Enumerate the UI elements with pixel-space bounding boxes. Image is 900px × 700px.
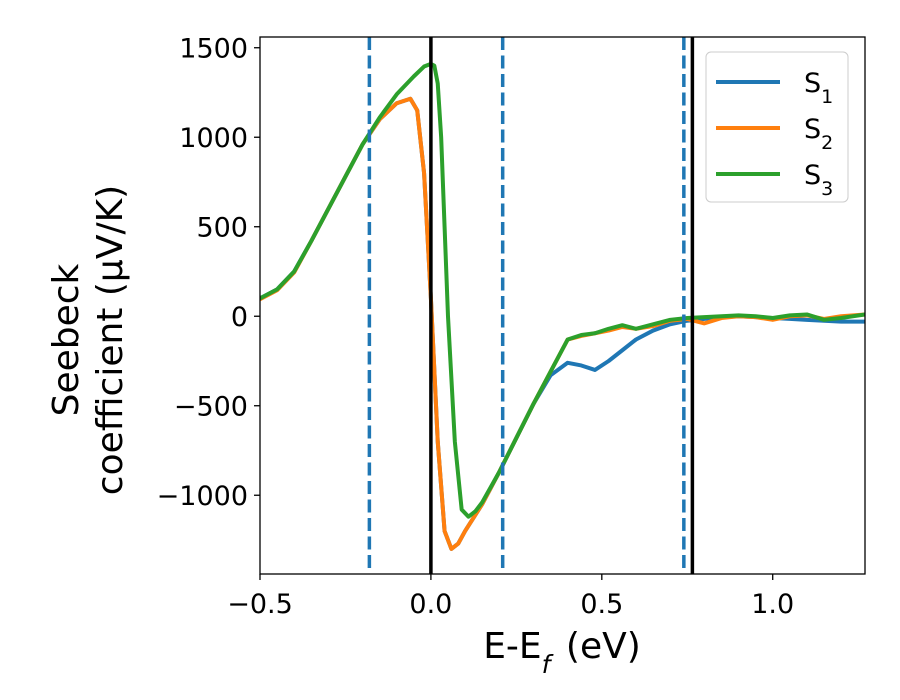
x-tick-label: −0.5: [227, 589, 293, 620]
plot-frame: [259, 36, 866, 575]
y-axis-label: Seebeckcoefficient (μV/K): [46, 185, 131, 495]
x-tick-label: 1.0: [751, 589, 794, 620]
y-tick-label: 500: [196, 213, 248, 244]
y-tick-label: −1000: [157, 481, 248, 512]
y-tick-label: 0: [231, 302, 248, 333]
x-tick-label: 0.0: [409, 589, 452, 620]
x-axis-label: E-Ef (eV): [483, 626, 641, 679]
y-tick-label: 1500: [179, 34, 248, 65]
y-tick-label: 1000: [179, 123, 248, 154]
y-axis: −1000 −500 0 500 1000 1500: [157, 34, 260, 512]
plot-area: [260, 37, 865, 574]
y-tick-label: −500: [174, 392, 248, 423]
series-line-3: [260, 61, 865, 519]
x-axis: −0.5 0.0 0.5 1.0: [227, 574, 794, 620]
x-tick-label: 0.5: [580, 589, 623, 620]
